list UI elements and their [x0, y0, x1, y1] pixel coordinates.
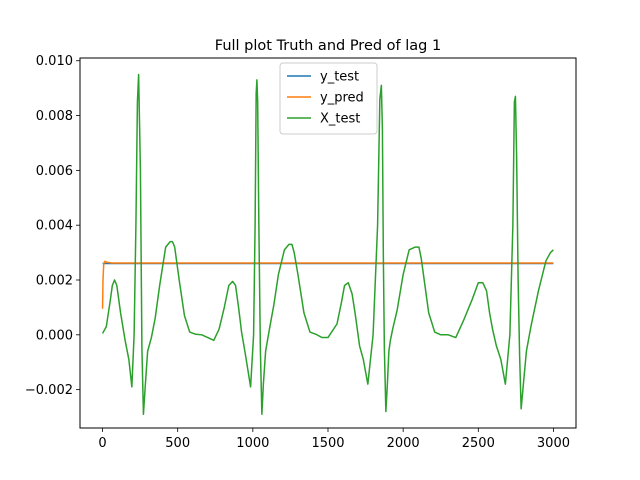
- x-tick-label: 500: [165, 436, 190, 451]
- x-tick-label: 2500: [462, 436, 495, 451]
- legend-label: X_test: [320, 112, 360, 127]
- series-line-x-test: [101, 73, 554, 416]
- x-tick-label: 2000: [387, 436, 420, 451]
- y-axis: −0.002 0.000 0.002 0.004 0.006 0.008 0.010: [25, 54, 80, 398]
- chart-title: Full plot Truth and Pred of lag 1: [215, 38, 441, 54]
- plot-lines: [101, 73, 554, 416]
- x-tick-label: 1500: [311, 436, 344, 451]
- y-tick-label: 0.000: [36, 328, 73, 343]
- y-tick-label: 0.002: [36, 274, 73, 289]
- y-tick-label: 0.010: [36, 54, 73, 69]
- y-tick-label: −0.002: [25, 383, 73, 398]
- legend-label: y_test: [320, 70, 359, 85]
- legend-label: y_pred: [320, 91, 364, 106]
- y-tick-label: 0.006: [36, 164, 73, 179]
- x-axis: 0 500 1000 1500 2000 2500 3000: [98, 428, 570, 451]
- legend: y_test y_pred X_test: [279, 62, 378, 135]
- y-tick-label: 0.004: [36, 219, 73, 234]
- x-tick-label: 3000: [537, 436, 570, 451]
- series-line-y-pred: [101, 260, 554, 309]
- legend-box: [279, 62, 378, 135]
- x-tick-label: 1000: [236, 436, 269, 451]
- y-tick-label: 0.008: [36, 109, 73, 124]
- x-tick-label: 0: [98, 436, 106, 451]
